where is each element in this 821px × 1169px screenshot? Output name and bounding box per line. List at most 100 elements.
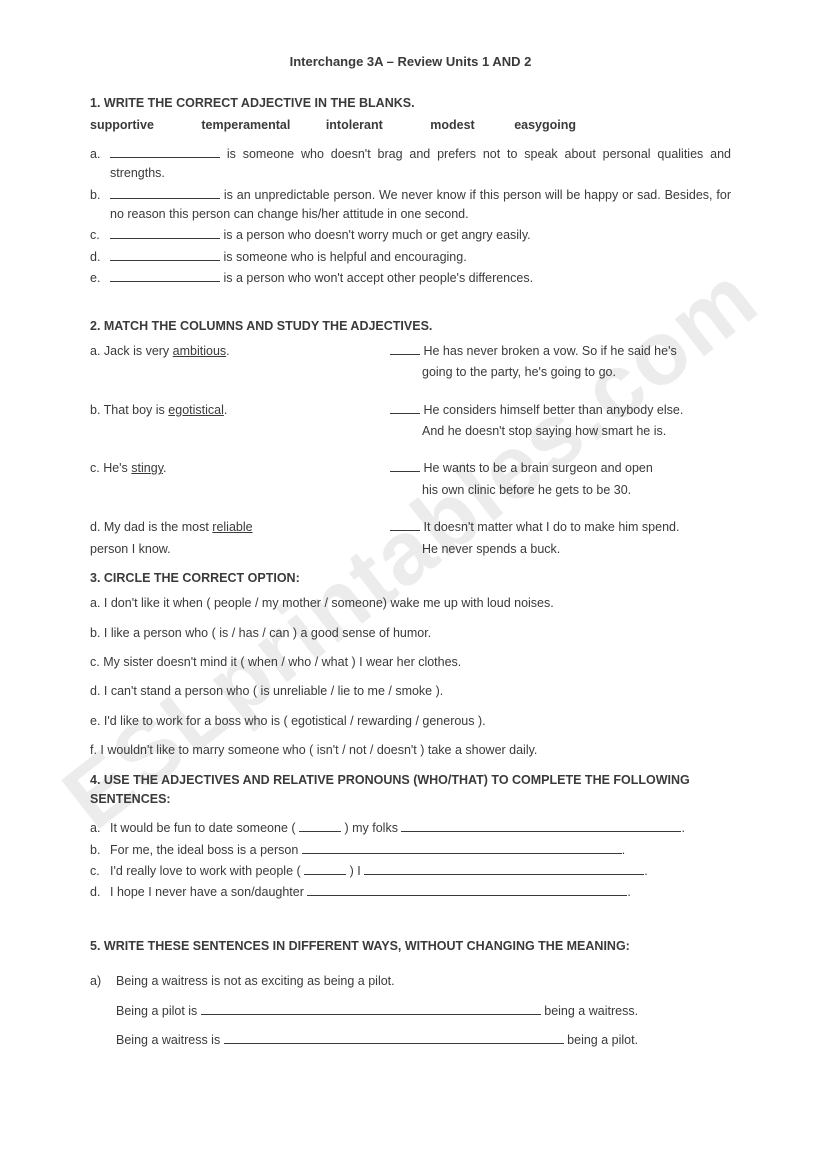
q5-label: a): [90, 972, 116, 991]
item-text: is someone who is helpful and encouragin…: [110, 248, 731, 267]
q5-line1-post: being a waitress.: [541, 1004, 638, 1018]
item-text: is a person who doesn't worry much or ge…: [110, 226, 731, 245]
fill-blank[interactable]: [390, 461, 420, 473]
wordbank-word: supportive: [90, 118, 154, 132]
q3-item: f. I wouldn't like to marry someone who …: [90, 741, 731, 760]
match-right: It doesn't matter what I do to make him …: [390, 518, 731, 537]
match-left-cont: [90, 481, 390, 500]
q2-heading: 2. MATCH THE COLUMNS AND STUDY THE ADJEC…: [90, 317, 731, 336]
q4-item: a. It would be fun to date someone ( ) m…: [90, 819, 731, 838]
item-text: I hope I never have a son/daughter .: [110, 883, 731, 902]
q1-item: d. is someone who is helpful and encoura…: [90, 248, 731, 267]
fill-blank[interactable]: [364, 863, 644, 875]
item-label: b.: [90, 841, 110, 860]
keyword-underline: stingy: [131, 461, 163, 475]
fill-blank[interactable]: [390, 343, 420, 355]
item-text: It would be fun to date someone ( ) my f…: [110, 819, 731, 838]
keyword-underline: egotistical: [168, 403, 224, 417]
item-label: b.: [90, 186, 110, 225]
q5-line1-pre: Being a pilot is: [116, 1004, 201, 1018]
match-right-cont: And he doesn't stop saying how smart he …: [390, 422, 731, 441]
item-text: is someone who doesn't brag and prefers …: [110, 145, 731, 184]
match-row: a. Jack is very ambitious. He has never …: [90, 342, 731, 361]
match-left: a. Jack is very ambitious.: [90, 342, 390, 361]
match-right-cont: He never spends a buck.: [390, 540, 731, 559]
fill-blank[interactable]: [390, 402, 420, 414]
q3-item: e. I'd like to work for a boss who is ( …: [90, 712, 731, 731]
wordbank-word: modest: [430, 118, 474, 132]
q4-item: b.For me, the ideal boss is a person .: [90, 841, 731, 860]
item-label: a.: [90, 145, 110, 184]
wordbank-word: intolerant: [326, 118, 383, 132]
fill-blank[interactable]: [307, 885, 627, 897]
q3-item: b. I like a person who ( is / has / can …: [90, 624, 731, 643]
match-row-cont: And he doesn't stop saying how smart he …: [90, 422, 731, 441]
q3-item: a. I don't like it when ( people / my mo…: [90, 594, 731, 613]
match-right: He wants to be a brain surgeon and open: [390, 459, 731, 478]
match-row-cont: going to the party, he's going to go.: [90, 363, 731, 382]
match-left: d. My dad is the most reliable: [90, 518, 390, 537]
fill-blank[interactable]: [390, 520, 420, 532]
fill-blank[interactable]: [110, 271, 220, 283]
worksheet-page: Interchange 3A – Review Units 1 AND 2 1.…: [0, 0, 821, 1100]
match-row-cont: his own clinic before he gets to be 30.: [90, 481, 731, 500]
item-label: c.: [90, 226, 110, 245]
q5-answer-line: Being a waitress is being a pilot.: [90, 1031, 731, 1050]
q5-heading: 5. WRITE THESE SENTENCES IN DIFFERENT WA…: [90, 937, 731, 956]
q5-line2-pre: Being a waitress is: [116, 1033, 224, 1047]
keyword-underline: reliable: [212, 520, 252, 534]
fill-blank[interactable]: [224, 1032, 564, 1044]
match-row-cont: person I know.He never spends a buck.: [90, 540, 731, 559]
fill-blank[interactable]: [302, 842, 622, 854]
match-row: c. He's stingy. He wants to be a brain s…: [90, 459, 731, 478]
fill-blank[interactable]: [304, 863, 346, 875]
q4-heading: 4. USE THE ADJECTIVES AND RELATIVE PRONO…: [90, 771, 731, 810]
match-row: d. My dad is the most reliable It doesn'…: [90, 518, 731, 537]
q1-item: c. is a person who doesn't worry much or…: [90, 226, 731, 245]
q3-heading: 3. CIRCLE THE CORRECT OPTION:: [90, 569, 731, 588]
q5-intro-text: Being a waitress is not as exciting as b…: [116, 972, 395, 991]
match-left-cont: [90, 363, 390, 382]
q1-wordbank: supportive temperamental intolerant mode…: [90, 116, 731, 135]
match-left-cont: person I know.: [90, 540, 390, 559]
match-left: b. That boy is egotistical.: [90, 401, 390, 420]
match-right: He has never broken a vow. So if he said…: [390, 342, 731, 361]
q1-item: a. is someone who doesn't brag and prefe…: [90, 145, 731, 184]
match-right-cont: going to the party, he's going to go.: [390, 363, 731, 382]
q1-heading: 1. WRITE THE CORRECT ADJECTIVE IN THE BL…: [90, 94, 731, 113]
fill-blank[interactable]: [299, 821, 341, 833]
q5-line2-post: being a pilot.: [564, 1033, 638, 1047]
item-label: e.: [90, 269, 110, 288]
q1-item: e. is a person who won't accept other pe…: [90, 269, 731, 288]
wordbank-word: temperamental: [201, 118, 290, 132]
item-label: d.: [90, 883, 110, 902]
item-label: c.: [90, 862, 110, 881]
item-label: d.: [90, 248, 110, 267]
q4-item: d.I hope I never have a son/daughter .: [90, 883, 731, 902]
item-label: a.: [90, 819, 110, 838]
fill-blank[interactable]: [110, 146, 220, 158]
match-left-cont: [90, 422, 390, 441]
fill-blank[interactable]: [201, 1003, 541, 1015]
item-text: For me, the ideal boss is a person .: [110, 841, 731, 860]
q1-item: b. is an unpredictable person. We never …: [90, 186, 731, 225]
page-title: Interchange 3A – Review Units 1 AND 2: [90, 52, 731, 72]
match-left: c. He's stingy.: [90, 459, 390, 478]
q4-item: c.I'd really love to work with people ( …: [90, 862, 731, 881]
q3-item: d. I can't stand a person who ( is unrel…: [90, 682, 731, 701]
item-text: is a person who won't accept other peopl…: [110, 269, 731, 288]
item-text: is an unpredictable person. We never kno…: [110, 186, 731, 225]
item-text: I'd really love to work with people ( ) …: [110, 862, 731, 881]
fill-blank[interactable]: [401, 821, 681, 833]
match-right: He considers himself better than anybody…: [390, 401, 731, 420]
q5-intro: a) Being a waitress is not as exciting a…: [90, 972, 731, 991]
keyword-underline: ambitious: [173, 344, 227, 358]
q5-answer-line: Being a pilot is being a waitress.: [90, 1002, 731, 1021]
q3-item: c. My sister doesn't mind it ( when / wh…: [90, 653, 731, 672]
fill-blank[interactable]: [110, 228, 220, 240]
match-right-cont: his own clinic before he gets to be 30.: [390, 481, 731, 500]
fill-blank[interactable]: [110, 187, 220, 199]
match-row: b. That boy is egotistical. He considers…: [90, 401, 731, 420]
wordbank-word: easygoing: [514, 118, 576, 132]
fill-blank[interactable]: [110, 249, 220, 261]
